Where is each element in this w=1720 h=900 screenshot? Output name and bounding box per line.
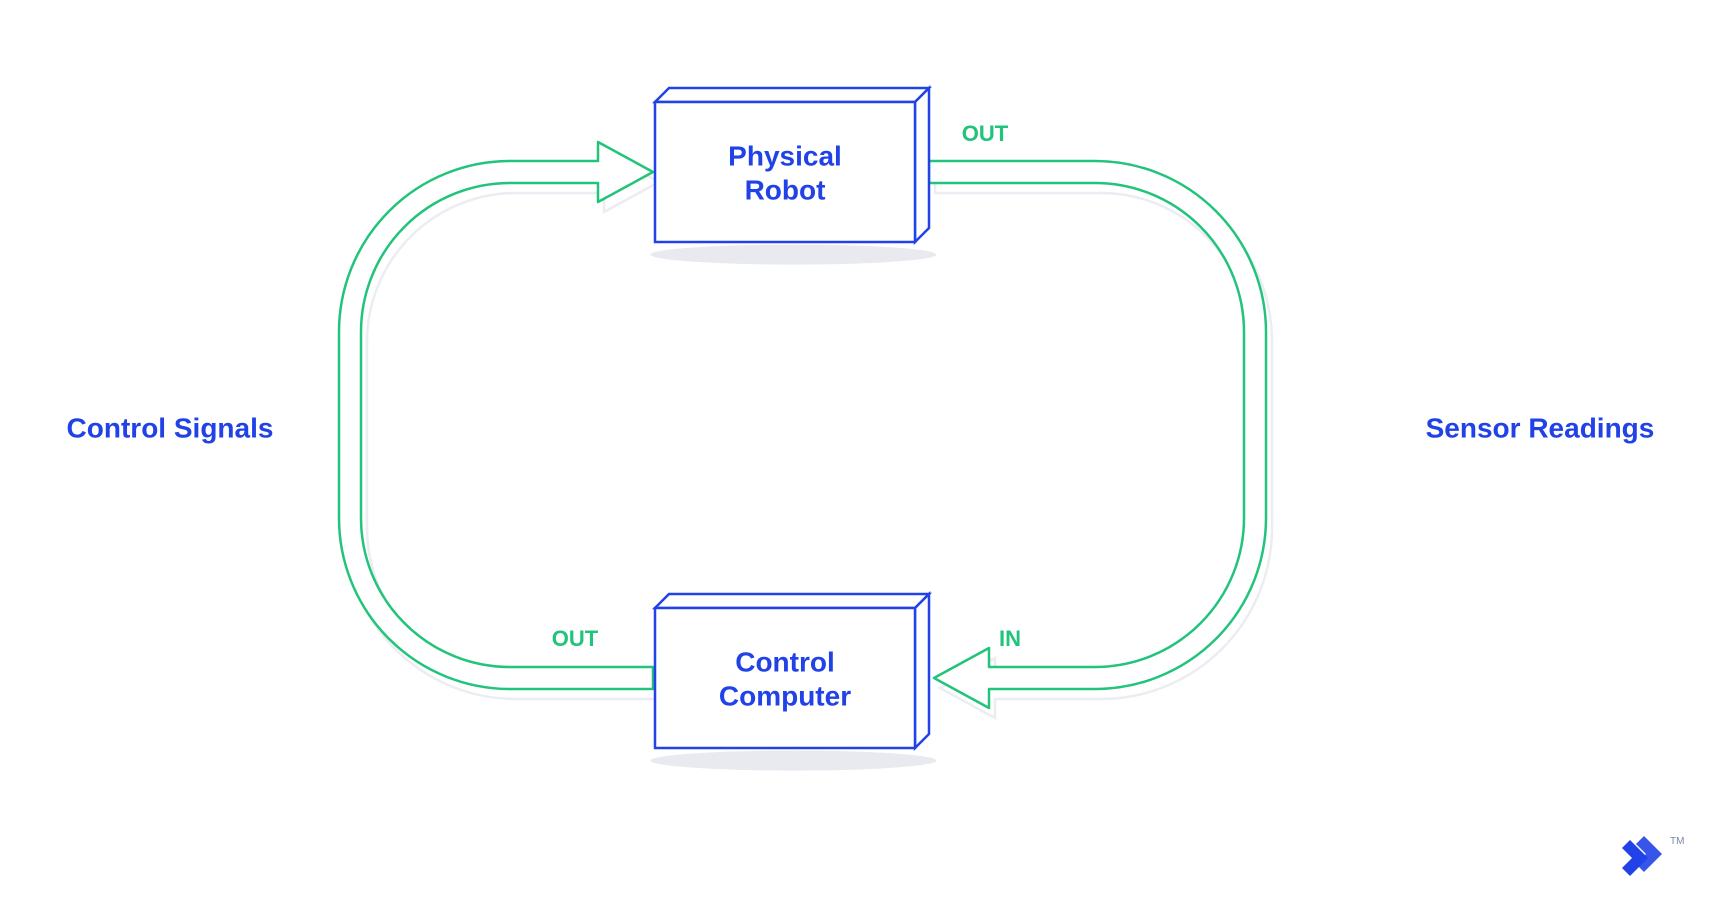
node-physical_robot: PhysicalRobot bbox=[650, 88, 936, 265]
control-loop-diagram: PhysicalRobot ControlComputer Sensor Readi… bbox=[0, 0, 1720, 900]
edge-label-control_signals: Control Signals bbox=[67, 412, 274, 443]
arrow-control-signals bbox=[339, 142, 659, 699]
toptal-logo: TM bbox=[1622, 836, 1684, 876]
trademark-text: TM bbox=[1670, 836, 1684, 847]
arrow-sensor-readings bbox=[929, 161, 1272, 718]
port-control_signals-from: OUT bbox=[552, 626, 599, 651]
physical_robot-label-line2: Robot bbox=[745, 174, 826, 205]
edge-label-sensor_readings: Sensor Readings bbox=[1426, 412, 1655, 443]
control_computer-label-line2: Computer bbox=[719, 680, 851, 711]
control_computer-label-line1: Control bbox=[735, 646, 835, 677]
port-sensor_readings-from: OUT bbox=[962, 121, 1009, 146]
node-control_computer: ControlComputer bbox=[650, 594, 936, 771]
port-sensor_readings-to: IN bbox=[999, 626, 1021, 651]
physical_robot-label-line1: Physical bbox=[728, 140, 842, 171]
